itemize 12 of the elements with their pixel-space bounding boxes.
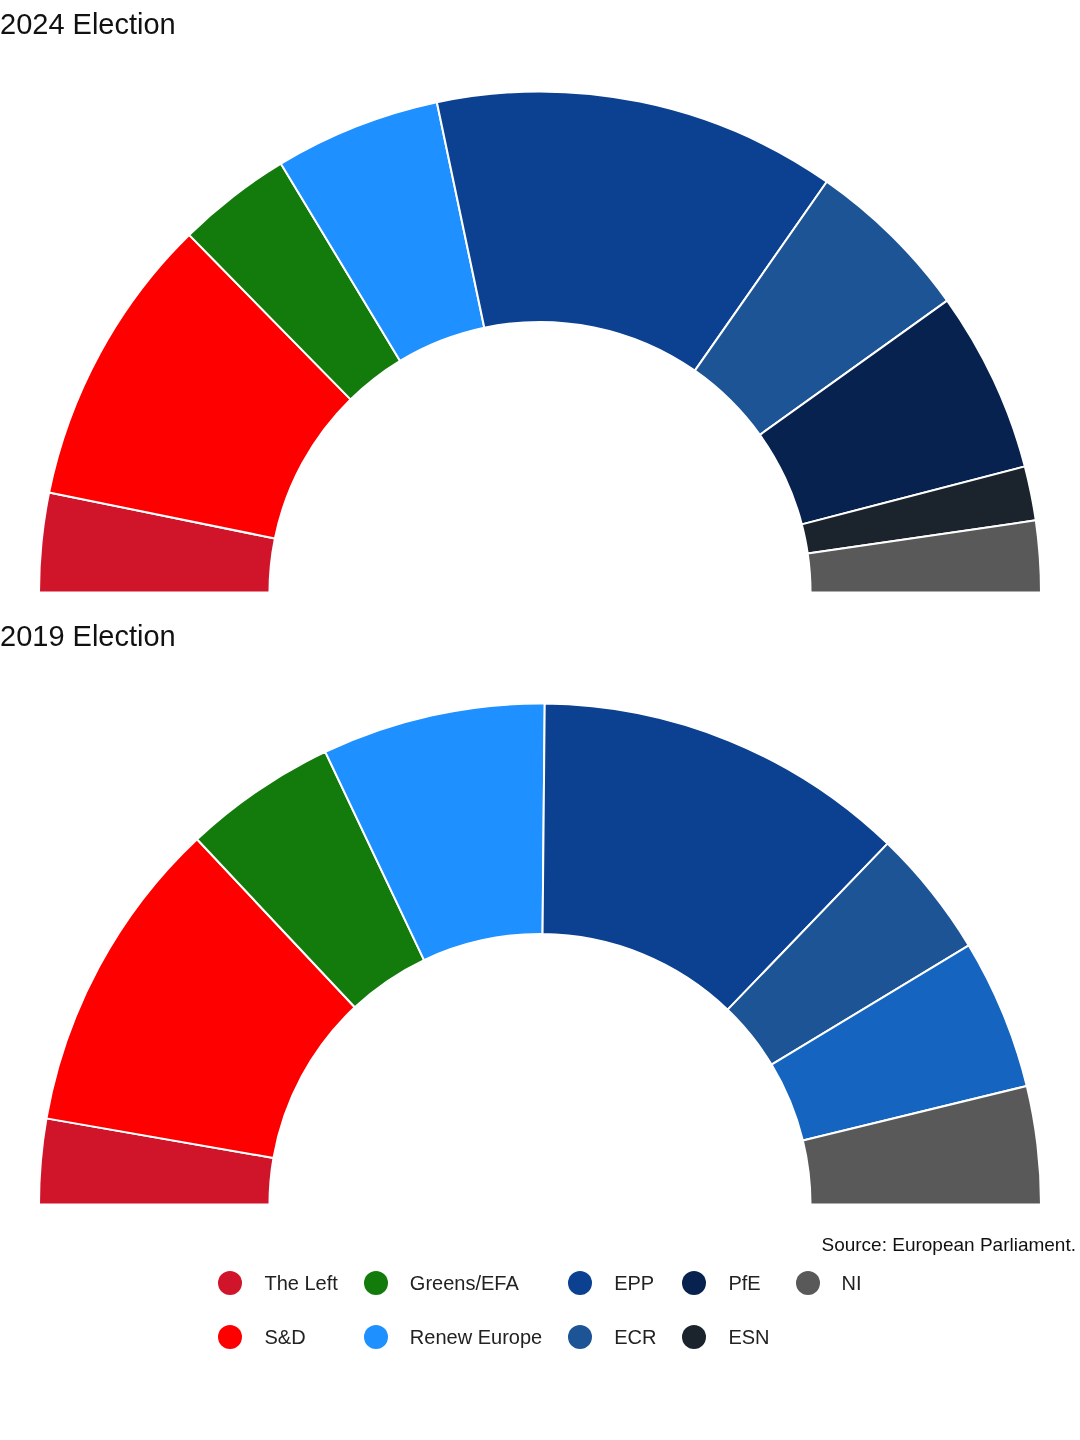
chart-title: 2024 Election	[0, 7, 177, 42]
legend-label: ECR	[614, 1325, 657, 1349]
legend-label: S&D	[264, 1325, 306, 1349]
legend-label: The Left	[264, 1271, 338, 1295]
legend-label: Greens/EFA	[409, 1271, 519, 1295]
legend-label: EPP	[614, 1271, 655, 1295]
chart-title: 2019 Election	[0, 619, 177, 654]
legend-label: ESN	[728, 1325, 770, 1349]
legend-label: Renew Europe	[409, 1325, 543, 1349]
legend-label: PfE	[728, 1271, 761, 1295]
legend-label: NI	[841, 1271, 862, 1295]
source-note: Source: European Parliament.	[820, 1234, 1077, 1256]
